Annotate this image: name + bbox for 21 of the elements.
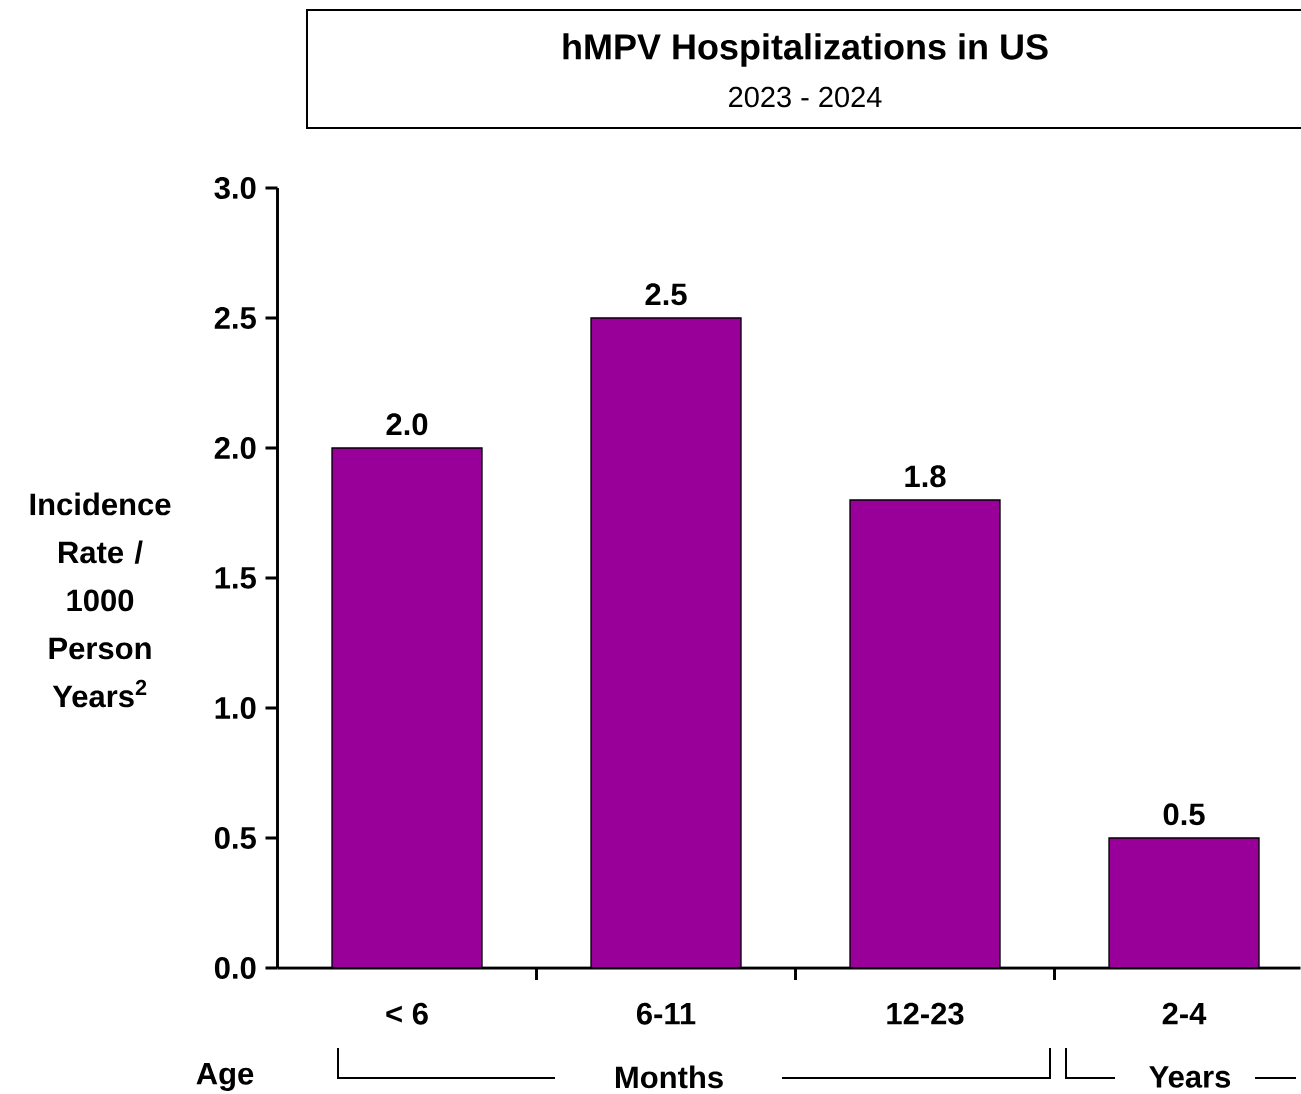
y-tick-label: 0.0 bbox=[214, 957, 256, 979]
data-label: 2.0 bbox=[386, 413, 428, 436]
y-tick-label: 2.0 bbox=[214, 437, 256, 459]
y-axis-title: Incidence Rate / 1000 Person Years$^{2}$ bbox=[30, 492, 171, 708]
x-tick-label: < 6 bbox=[386, 1002, 428, 1025]
y-tick-label: 1.0 bbox=[215, 697, 256, 719]
y-tick-label: 3.0 bbox=[214, 176, 256, 199]
text: Age bbox=[196, 1063, 254, 1091]
x-tick-label: 6-11 bbox=[636, 1002, 696, 1025]
chart-subtitle: 2023 - 2024 bbox=[729, 86, 882, 108]
data-label: 1.8 bbox=[905, 465, 946, 488]
text: Months bbox=[615, 1065, 723, 1089]
x-tick-label: 12-23 bbox=[887, 1002, 964, 1025]
text: Years bbox=[1149, 1066, 1231, 1088]
data-label: 2.5 bbox=[645, 283, 687, 306]
chart-title: hMPV Hospitalizations in US bbox=[563, 33, 1048, 67]
y-tick-label: 0.5 bbox=[214, 827, 256, 849]
data-label: 0.5 bbox=[1163, 803, 1205, 826]
x-tick-label: 2-4 bbox=[1162, 1002, 1207, 1025]
y-tick-label: 1.5 bbox=[215, 567, 256, 589]
y-tick-label: 2.5 bbox=[214, 307, 256, 329]
